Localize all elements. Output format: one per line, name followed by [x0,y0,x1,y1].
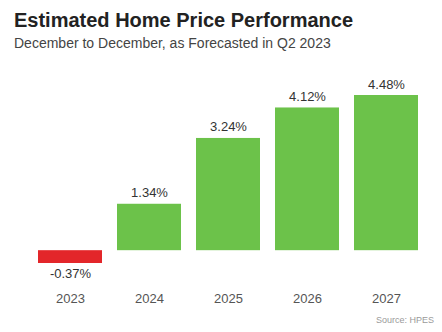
svg-text:-0.37%: -0.37% [50,266,92,281]
svg-text:2023: 2023 [56,291,85,306]
svg-text:1.34%: 1.34% [131,185,168,200]
svg-text:2026: 2026 [293,291,322,306]
html-text:Source: HPES: Source: HPES [376,315,434,325]
html-text:December to December, as Forec: December to December, as Forecasted in Q… [14,35,331,51]
svg-text:4.48%: 4.48% [368,77,405,92]
svg-text:4.12%: 4.12% [289,89,326,104]
svg-text:2025: 2025 [214,291,243,306]
html-text:Estimated Home Price Performan: Estimated Home Price Performance [14,9,353,31]
svg-text:2024: 2024 [135,291,164,306]
svg-text:3.24%: 3.24% [210,119,247,134]
svg-text:2027: 2027 [372,291,401,306]
